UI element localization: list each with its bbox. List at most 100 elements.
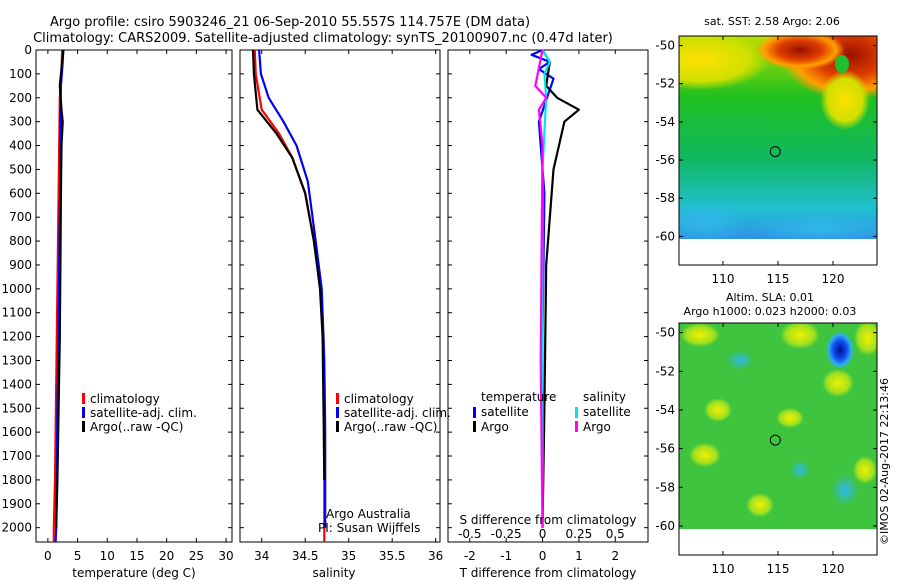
salinity-x-axis: 34 34.5 35 35.5 36 [254, 50, 443, 563]
depth-tick-label: 1800 [1, 473, 32, 487]
depth-tick-label: 1500 [1, 401, 32, 415]
x-tick-label: 30 [218, 549, 233, 563]
depth-tick-label: 0 [24, 43, 32, 57]
depth-tick-label: 300 [9, 115, 32, 129]
map-lat-label: -58 [655, 480, 675, 494]
map-lon-label: 115 [767, 562, 790, 576]
sst-argo-location-marker [769, 146, 781, 158]
legend-label-climatology: climatology [344, 392, 414, 406]
sst-field [679, 36, 877, 239]
x-tick-label: 0 [539, 549, 547, 563]
sla-field [679, 323, 877, 529]
series-line-argo-raw-qc- [55, 49, 65, 528]
x-tick-label: -1 [500, 549, 512, 563]
map-lat-label: -56 [655, 442, 675, 456]
sla-map-axes: -50 -52 -54 -56 -58 -60 110 115 120 [655, 323, 877, 576]
sla-high-patch [746, 493, 774, 517]
s-tick-label: 0 [539, 527, 547, 541]
depth-tick-label: 1900 [1, 497, 32, 511]
sla-high-patch [704, 398, 732, 422]
salinity-xlabel: salinity [312, 566, 355, 580]
sla-high-patch [854, 323, 877, 356]
x-tick-label: -2 [464, 549, 476, 563]
map-lon-label: 115 [767, 272, 790, 286]
salinity-legend: climatology satellite-adj. clim. Argo(..… [336, 392, 451, 434]
sla-low-patch [831, 474, 859, 506]
legend-label-argo: Argo(..raw -QC) [90, 420, 183, 434]
temperature-xlabel: temperature (deg C) [72, 566, 195, 580]
sst-warm-core-2 [755, 36, 845, 70]
sla-map: Altim. SLA: 0.01 Argo h1000: 0.023 h2000… [655, 291, 878, 576]
legend-swatch-argo [336, 421, 339, 432]
difference-series [530, 48, 581, 528]
map-lat-label: -52 [655, 364, 675, 378]
sst-cool-eddy [835, 55, 849, 73]
x-tick-label: 36 [428, 549, 443, 563]
map-lat-label: -54 [655, 403, 675, 417]
legend-label-satellite: satellite-adj. clim. [90, 406, 197, 420]
depth-tick-label: 2000 [1, 521, 32, 535]
sla-high-patch [822, 369, 854, 397]
sla-high-patch [776, 408, 804, 428]
legend-swatch-climatology [82, 393, 85, 404]
temperature-panel: 0100200300400500600700800900100011001200… [1, 43, 233, 580]
depth-tick-label: 100 [9, 67, 32, 81]
sla-low-eddy [826, 331, 854, 369]
difference-depth-ticks [448, 49, 648, 529]
map-lat-label: -58 [655, 191, 675, 205]
legend-swatch-temp-satellite [473, 407, 476, 418]
legend-swatch-climatology [336, 393, 339, 404]
t-difference-xlabel: T difference from climatology [459, 566, 637, 580]
x-tick-label: 0 [44, 549, 52, 563]
sla-high-patch [853, 456, 877, 484]
argo-australia-note: Argo Australia [326, 507, 411, 521]
legend-swatch-argo [82, 421, 85, 432]
depth-tick-label: 1300 [1, 353, 32, 367]
salinity-series [251, 49, 327, 542]
depth-tick-label: 500 [9, 162, 32, 176]
sst-map-axes: -50 -52 -54 -56 -58 -60 110 115 120 [655, 36, 877, 286]
map-lon-label: 120 [822, 562, 845, 576]
map-lat-label: -50 [655, 326, 675, 340]
series-line-climatology [253, 49, 326, 542]
series-line-temperature-argo [541, 49, 581, 528]
legend-label-temp-argo: Argo [481, 420, 509, 434]
temperature-series [52, 49, 65, 543]
difference-axes-frame [447, 49, 649, 543]
s-difference-label: S difference from climatology [460, 513, 637, 527]
legend-label-argo: Argo(..raw -QC) [344, 420, 437, 434]
depth-tick-label: 600 [9, 186, 32, 200]
sla-high-patch [689, 443, 721, 467]
s-tick-label: 0.5 [606, 527, 625, 541]
x-tick-label: 34 [254, 549, 269, 563]
legend-swatch-satellite [82, 407, 85, 418]
x-tick-label: 2 [611, 549, 619, 563]
series-line-argo-raw-qc- [251, 49, 326, 480]
legend-swatch-temp-argo [473, 421, 476, 432]
legend-label-climatology: climatology [90, 392, 160, 406]
sst-cold-patch-2 [750, 212, 877, 239]
depth-tick-label: 800 [9, 234, 32, 248]
sla-high-patch [780, 323, 820, 349]
map-lat-label: -60 [655, 519, 675, 533]
depth-tick-label: 1200 [1, 330, 32, 344]
salinity-panel: 34 34.5 35 35.5 36 salinity climatology sate… [239, 49, 451, 580]
legend-header-temperature: temperature [481, 390, 556, 404]
legend-header-salinity: salinity [583, 390, 626, 404]
sla-high-patch [680, 323, 720, 347]
depth-tick-label: 400 [9, 139, 32, 153]
legend-swatch-sal-argo [575, 421, 578, 432]
map-lat-label: -56 [655, 153, 675, 167]
sst-warm-filament [820, 70, 870, 130]
legend-label-sal-satellite: satellite [583, 405, 631, 419]
series-line-salinity-argo [534, 49, 548, 528]
map-lon-label: 110 [712, 562, 735, 576]
depth-tick-label: 1600 [1, 425, 32, 439]
figure-title-line1: Argo profile: csiro 5903246_21 06-Sep-20… [50, 15, 530, 30]
temperature-x-axis: 0 5 10 15 20 25 30 [44, 50, 234, 563]
map-lat-label: -52 [655, 77, 675, 91]
temperature-legend: climatology satellite-adj. clim. Argo(..… [82, 392, 197, 434]
map-lat-label: -60 [655, 229, 675, 243]
s-tick-label: 0.25 [566, 527, 593, 541]
s-tick-label: -0.5 [458, 527, 481, 541]
